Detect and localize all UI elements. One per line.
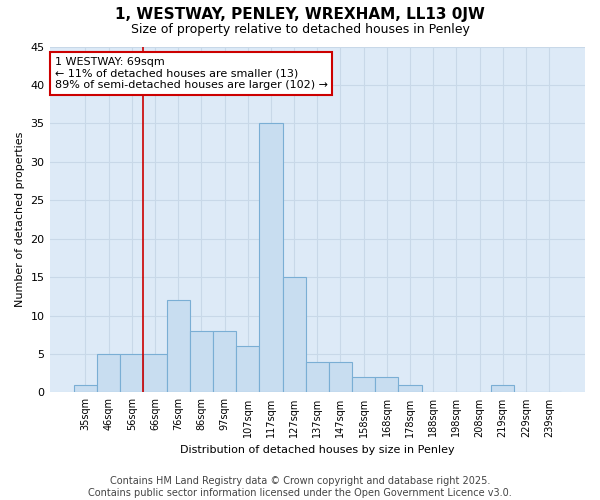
Text: Size of property relative to detached houses in Penley: Size of property relative to detached ho… [131, 22, 469, 36]
Bar [120, 354, 143, 393]
Bar [305, 362, 329, 392]
Bar [213, 331, 236, 392]
Bar [375, 377, 398, 392]
Bar [398, 384, 422, 392]
Text: Contains HM Land Registry data © Crown copyright and database right 2025.
Contai: Contains HM Land Registry data © Crown c… [88, 476, 512, 498]
Bar [74, 384, 97, 392]
X-axis label: Distribution of detached houses by size in Penley: Distribution of detached houses by size … [180, 445, 455, 455]
Bar [236, 346, 259, 393]
Bar [97, 354, 120, 393]
Bar [491, 384, 514, 392]
Bar [167, 300, 190, 392]
Bar [259, 124, 283, 392]
Bar [143, 354, 167, 393]
Text: 1 WESTWAY: 69sqm
← 11% of detached houses are smaller (13)
89% of semi-detached : 1 WESTWAY: 69sqm ← 11% of detached house… [55, 57, 328, 90]
Bar [352, 377, 375, 392]
Bar [283, 277, 305, 392]
Y-axis label: Number of detached properties: Number of detached properties [15, 132, 25, 307]
Bar [190, 331, 213, 392]
Text: 1, WESTWAY, PENLEY, WREXHAM, LL13 0JW: 1, WESTWAY, PENLEY, WREXHAM, LL13 0JW [115, 8, 485, 22]
Bar [329, 362, 352, 392]
